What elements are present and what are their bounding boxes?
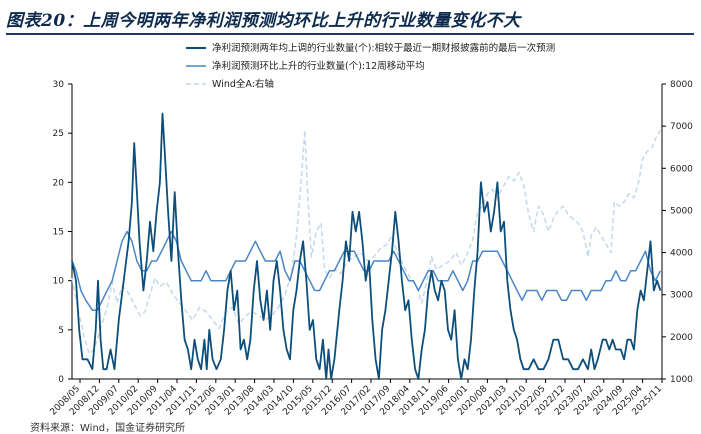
- y2-tick-label: 6000: [670, 164, 693, 174]
- legend-label-s1: 净利润预测两年均上调的行业数量(个):相较于最近一期财报披露前的最后一次预测: [212, 42, 555, 54]
- y2-tick-label: 4000: [670, 249, 693, 259]
- plot-area: [71, 112, 662, 380]
- source-note: 资料来源：Wind，国金证券研究所: [30, 423, 186, 434]
- y-tick-label: 10: [53, 277, 65, 287]
- legend-label-s2: 净利润预测环比上升的行业数量(个):12周移动平均: [212, 60, 425, 72]
- y2-tick-label: 2000: [670, 333, 693, 343]
- y2-tick-label: 5000: [670, 206, 693, 216]
- series-2-line: [71, 230, 662, 311]
- legend: 净利润预测两年均上调的行业数量(个):相较于最近一期财报披露前的最后一次预测 净…: [186, 42, 555, 90]
- series-1-line: [71, 112, 662, 380]
- series-3-line: [71, 129, 662, 355]
- y2-tick-label: 1000: [670, 375, 693, 385]
- chart-title: 图表20：上周今明两年净利润预测均环比上升的行业数量变化不大: [6, 11, 521, 31]
- title-rule: [6, 33, 694, 35]
- y-tick-label: 15: [53, 228, 64, 238]
- y2-tick-label: 3000: [670, 291, 693, 301]
- y-tick-label: 0: [58, 375, 64, 385]
- y-tick-label: 25: [53, 129, 64, 139]
- y2-tick-label: 8000: [670, 80, 693, 90]
- axes: 0 5 10 15 20 25 30 1000 2000 3000 4000 5000 6000 7000…: [49, 80, 694, 418]
- y-tick-label: 5: [58, 326, 64, 336]
- y-tick-label: 30: [53, 80, 65, 90]
- y-tick-label: 20: [53, 178, 65, 188]
- legend-label-s3: Wind全A:右轴: [212, 78, 274, 90]
- y2-tick-label: 7000: [670, 122, 693, 132]
